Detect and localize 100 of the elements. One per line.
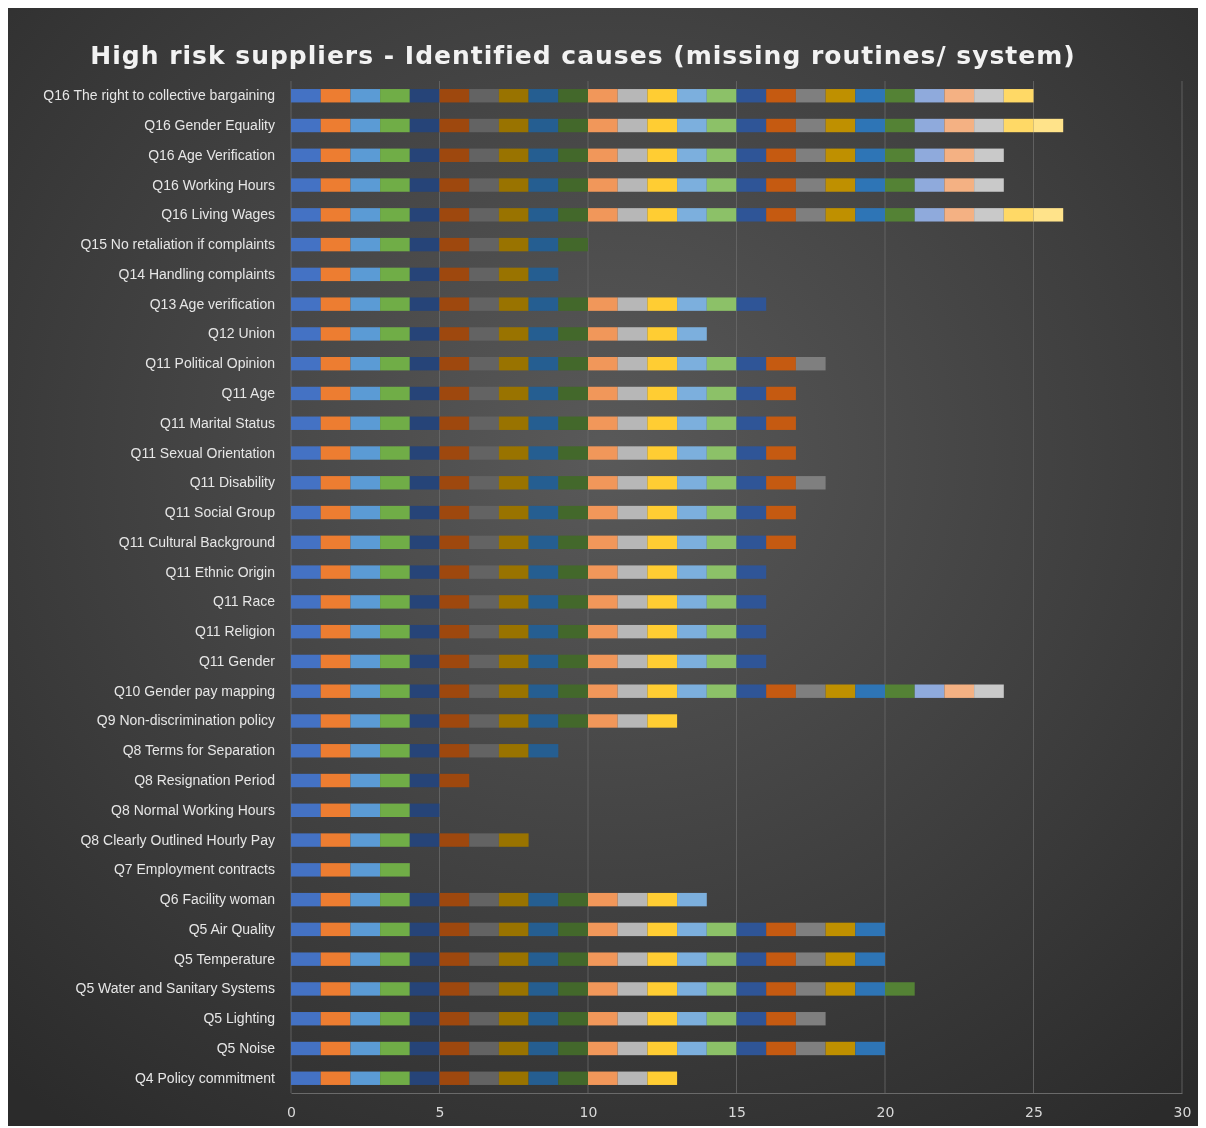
- bar: [558, 148, 588, 162]
- bar: [944, 89, 975, 103]
- bar: [350, 982, 381, 996]
- bar: [588, 446, 618, 460]
- bar: [825, 684, 856, 698]
- bar: [350, 297, 381, 311]
- bar: [677, 595, 707, 609]
- bar: [677, 118, 707, 133]
- bar: [350, 654, 381, 669]
- bar: [855, 118, 885, 133]
- bar: [409, 803, 440, 817]
- bar: [588, 148, 618, 162]
- bar: [409, 267, 440, 282]
- bar: [795, 178, 826, 192]
- y-tick-label: Q11 Ethnic Origin: [165, 563, 275, 580]
- bar: [588, 1071, 618, 1085]
- bar: [439, 654, 470, 669]
- bar: [736, 654, 767, 669]
- bar: [291, 118, 321, 133]
- bar: [350, 624, 381, 639]
- bar: [855, 684, 885, 698]
- bar: [380, 297, 410, 311]
- y-tick-label: Q8 Resignation Period: [134, 772, 275, 789]
- bar: [320, 922, 351, 937]
- bar: [469, 148, 499, 162]
- bar: [647, 446, 678, 460]
- bar: [291, 595, 321, 609]
- bar: [291, 386, 321, 401]
- bar: [528, 357, 559, 371]
- bar: [498, 89, 529, 103]
- bar: [617, 178, 648, 192]
- bar: [617, 1041, 648, 1056]
- bar: [677, 357, 707, 371]
- bar: [825, 148, 856, 162]
- bar: [528, 1041, 559, 1056]
- bar: [558, 714, 588, 728]
- bar: [350, 267, 381, 282]
- bar: [558, 565, 588, 579]
- bar: [647, 327, 678, 341]
- bar: [439, 446, 470, 460]
- bar: [677, 892, 707, 907]
- bar: [706, 208, 737, 222]
- bar: [647, 386, 678, 401]
- bar: [825, 982, 856, 996]
- bar: [617, 208, 648, 222]
- bar: [885, 178, 915, 192]
- bar: [677, 416, 707, 430]
- bar: [914, 208, 945, 222]
- bar: [706, 922, 737, 937]
- bar: [588, 535, 618, 550]
- bar: [647, 982, 678, 996]
- bar: [528, 892, 559, 907]
- bar: [380, 267, 410, 282]
- bar: [528, 982, 559, 996]
- bar: [320, 982, 351, 996]
- chart-title: High risk suppliers - Identified causes (missing routines/ system): [90, 41, 1076, 70]
- bar: [291, 922, 321, 937]
- bar: [528, 922, 559, 937]
- bar: [469, 1041, 499, 1056]
- bar: [706, 565, 737, 579]
- bar: [558, 1041, 588, 1056]
- bar: [469, 714, 499, 728]
- bar: [439, 386, 470, 401]
- bar: [350, 357, 381, 371]
- bar: [528, 1012, 559, 1026]
- bar: [350, 714, 381, 728]
- bar: [974, 148, 1004, 162]
- bar: [617, 684, 648, 698]
- y-tick-label: Q12 Union: [208, 325, 275, 342]
- y-tick-label: Q11 Race: [213, 593, 276, 610]
- bar: [320, 148, 351, 162]
- bar: [439, 684, 470, 698]
- bar: [677, 624, 707, 639]
- bar: [647, 565, 678, 579]
- bar: [588, 654, 618, 669]
- bar: [647, 357, 678, 371]
- bar: [291, 476, 321, 490]
- y-tick-label: Q8 Terms for Separation: [122, 742, 275, 759]
- bar: [528, 118, 559, 133]
- bar: [647, 922, 678, 937]
- bar: [409, 982, 440, 996]
- bar: [409, 892, 440, 907]
- bar: [617, 446, 648, 460]
- bar: [320, 803, 351, 817]
- bar: [439, 416, 470, 430]
- bar: [291, 684, 321, 698]
- bar: [736, 505, 767, 520]
- bar: [1003, 118, 1034, 133]
- bar: [528, 178, 559, 192]
- bar: [558, 624, 588, 639]
- x-tick-label: 10: [579, 1103, 598, 1120]
- bar: [380, 714, 410, 728]
- bar: [974, 208, 1004, 222]
- bar: [409, 118, 440, 133]
- bar: [617, 892, 648, 907]
- bar: [380, 1041, 410, 1056]
- bar: [706, 535, 737, 550]
- bar: [736, 684, 767, 698]
- bar: [736, 118, 767, 133]
- bar: [380, 237, 410, 252]
